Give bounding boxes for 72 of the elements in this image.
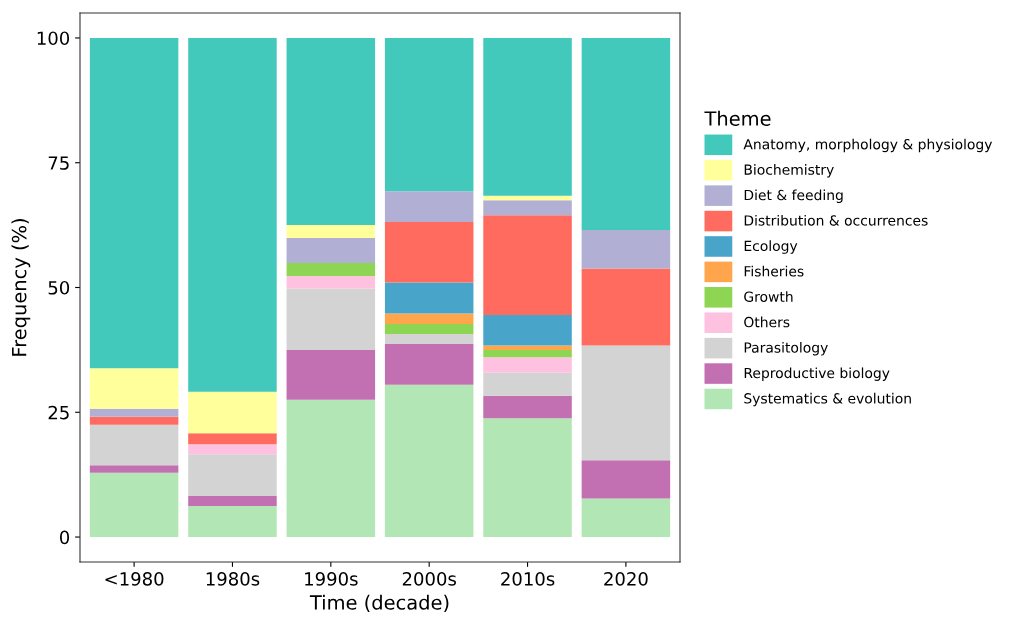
legend-label: Diet & feeding (744, 189, 843, 203)
bar (188, 433, 277, 445)
legend-label: Parasitology (744, 342, 828, 356)
bar (188, 454, 277, 497)
bar (286, 37, 376, 226)
x-tick-label: 1980s (206, 572, 260, 586)
bar (89, 368, 179, 409)
bar (286, 288, 376, 350)
bar (581, 345, 671, 461)
legend-label: Systematics & evolution (744, 392, 911, 407)
bar (286, 238, 376, 264)
bar (188, 496, 277, 507)
bar (581, 37, 671, 231)
bar (384, 222, 474, 283)
bar (89, 416, 179, 425)
bar (188, 391, 277, 434)
bar (89, 424, 179, 466)
bar (581, 498, 671, 538)
x-tick-label: 2000s (402, 572, 456, 586)
legend-title: Theme (704, 110, 771, 126)
bar (384, 191, 474, 223)
x-tick-label: 2020 (604, 572, 648, 586)
x-tick-label: 1990s (305, 572, 358, 586)
bar (483, 357, 572, 373)
bar (89, 465, 179, 473)
bar (188, 37, 277, 392)
bar (483, 372, 572, 396)
bar (384, 37, 474, 192)
bar (384, 313, 474, 324)
bar (89, 472, 179, 538)
bar (286, 276, 376, 289)
bar (286, 263, 376, 277)
bar (581, 268, 671, 346)
bar (581, 230, 671, 269)
bar (384, 384, 474, 538)
bar (483, 37, 572, 196)
bar (581, 460, 671, 499)
y-tick-label: 75 (48, 156, 69, 170)
bar (483, 200, 572, 216)
x-tick-label: 2010s (501, 572, 555, 586)
legend-label: Distribution & occurrences (744, 214, 928, 226)
bar (483, 349, 572, 358)
legend-label: Biochemistry (744, 164, 834, 178)
bar (188, 444, 277, 455)
bar (483, 314, 572, 346)
bar (384, 282, 474, 314)
bar (384, 343, 474, 385)
bar (483, 215, 572, 315)
x-tick-label: <1980 (105, 572, 164, 586)
bar (384, 323, 474, 334)
bar (188, 506, 277, 538)
legend-label: Anatomy, morphology & physiology (743, 138, 993, 153)
bar (286, 225, 376, 239)
legend-label: Growth (744, 291, 793, 302)
legend-label: Reproductive biology (744, 367, 890, 381)
legend-label: Ecology (744, 240, 798, 254)
y-axis-title: Frequency (%) (11, 219, 31, 356)
bar (89, 37, 179, 369)
bar (384, 333, 474, 344)
bar (483, 395, 572, 419)
legend-label: Fisheries (744, 265, 804, 277)
x-axis-title: Time (decade) (309, 594, 449, 613)
y-tick-label: 50 (48, 280, 70, 295)
bar (286, 399, 376, 538)
legend-label: Others (744, 316, 790, 328)
y-tick-label: 25 (48, 405, 69, 420)
bar (89, 408, 179, 417)
y-tick-label: 100 (37, 31, 70, 46)
bar (483, 345, 572, 350)
y-tick-label: 0 (59, 530, 70, 545)
bar (483, 418, 572, 538)
bar (286, 349, 376, 400)
